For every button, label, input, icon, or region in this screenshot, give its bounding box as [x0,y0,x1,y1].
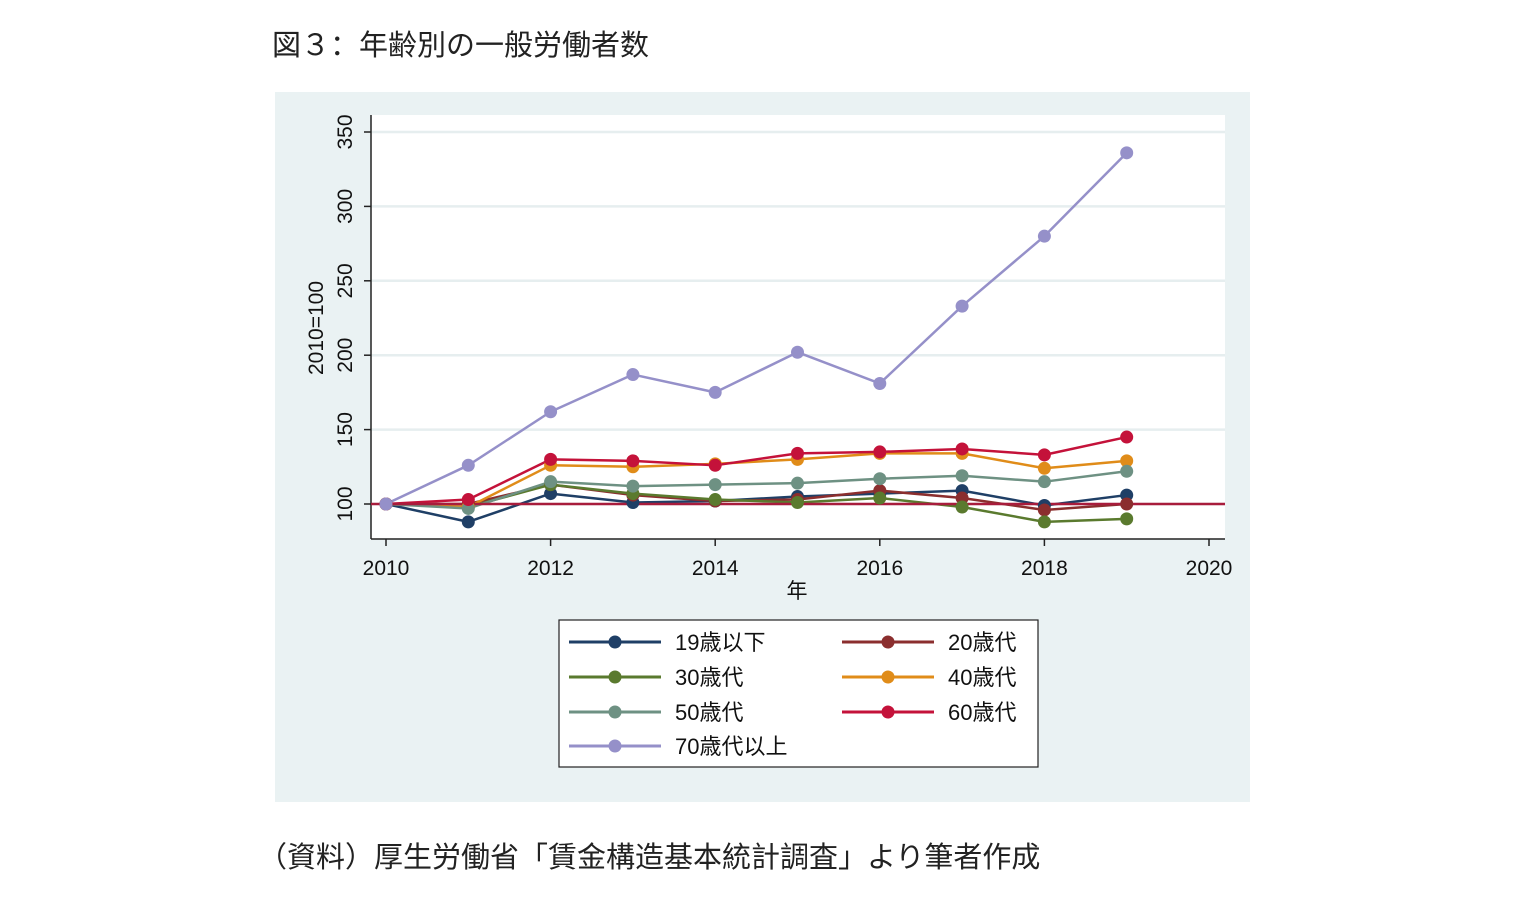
data-point [461,501,475,515]
data-point [379,497,393,511]
legend-label: 70歳代以上 [675,734,787,759]
data-point [544,487,558,501]
legend-swatch-marker [881,705,895,719]
data-point [544,405,558,419]
plot-area [371,115,1225,539]
data-point [1120,454,1134,468]
data-point [626,368,640,382]
data-point [1120,512,1134,526]
data-point [791,496,804,510]
legend: 19歳以下 20歳代 30歳代 40歳代 50歳代 60歳代 70歳代以上 [558,619,1039,768]
data-point [461,458,475,472]
legend-swatch-marker [881,670,895,684]
data-point [461,493,475,507]
legend-box [558,619,1039,768]
data-point [544,475,558,489]
legend-label: 20歳代 [948,630,1016,655]
data-point [1037,475,1051,489]
data-point [708,478,722,492]
series-layer [371,146,1225,529]
data-point [1037,448,1051,462]
data-point [791,446,804,460]
data-point [626,479,640,493]
data-point [1037,515,1051,529]
series-line [385,470,1127,510]
figure-title: 図３：年齢別の一般労働者数 [272,28,650,62]
data-point [873,491,887,505]
series-line [385,452,1127,509]
x-tick-label: 2010 [363,557,410,580]
legend-label: 50歳代 [675,700,743,725]
data-point [626,454,640,468]
data-point [544,452,558,466]
legend-swatch-marker [608,635,622,649]
data-point [1120,464,1134,478]
data-point [873,445,887,459]
y-tick-label: 100 [334,486,357,521]
legend-label: 60歳代 [948,700,1016,725]
y-axis-label: 2010=100 [305,281,328,375]
y-tick-label: 200 [334,338,357,373]
legend-label: 40歳代 [948,665,1016,690]
series-line [385,151,1128,506]
y-tick-label: 150 [334,412,357,447]
data-point [1120,488,1134,502]
data-point [461,515,475,529]
x-tick-label: 2012 [527,557,574,580]
series-line [385,435,1127,506]
legend-swatch-marker [881,635,895,649]
data-point [791,345,804,359]
data-point [955,299,969,313]
data-point [955,500,969,514]
x-tick-label: 2016 [856,557,903,580]
data-point [1037,229,1051,243]
legend-swatch-marker [608,670,622,684]
data-point [1037,461,1051,475]
data-point [955,442,969,456]
x-axis-label: 年 [787,580,808,603]
data-point [1120,146,1134,160]
axes: 100 150 200 250 300 350 2010 2012 2014 2016 2018 20… [334,114,1232,580]
data-point [873,472,887,486]
data-point [1120,497,1134,511]
series-line [385,489,1127,524]
data-point [1120,430,1134,444]
data-point [708,385,722,399]
data-point [708,458,722,472]
data-point [791,476,804,490]
legend-swatch-marker [608,739,622,753]
legend-label: 19歳以下 [675,630,765,655]
figure-source-note: （資料）厚生労働省「賃金構造基本統計調査」より筆者作成 [258,840,1041,874]
data-point [873,376,887,390]
x-tick-label: 2018 [1021,557,1068,580]
legend-label: 30歳代 [675,665,743,690]
x-tick-label: 2020 [1186,557,1233,580]
y-tick-label: 350 [334,114,357,149]
legend-swatch-marker [608,705,622,719]
data-point [955,491,969,505]
x-tick-label: 2014 [692,557,739,580]
data-point [708,493,722,507]
data-point [1037,503,1051,517]
data-point [955,469,969,483]
y-tick-label: 250 [334,263,357,298]
y-tick-label: 300 [334,189,357,224]
